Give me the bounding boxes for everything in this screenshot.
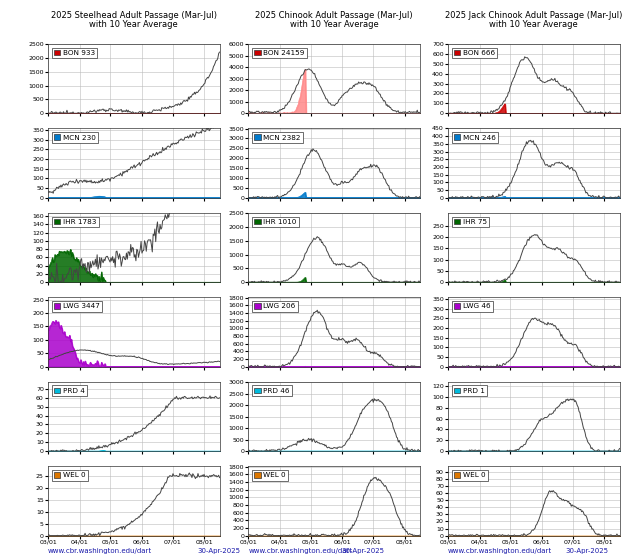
Legend: BON 933: BON 933	[52, 48, 97, 58]
Text: www.cbr.washington.edu/dart: www.cbr.washington.edu/dart	[448, 548, 552, 554]
Text: www.cbr.washington.edu/dart: www.cbr.washington.edu/dart	[48, 548, 152, 554]
Legend: BON 24159: BON 24159	[252, 48, 307, 58]
Legend: BON 666: BON 666	[452, 48, 497, 58]
Legend: IHR 1010: IHR 1010	[252, 217, 299, 227]
Legend: PRD 1: PRD 1	[452, 385, 487, 396]
Text: with 10 Year Average: with 10 Year Average	[90, 20, 178, 29]
Legend: WEL 0: WEL 0	[452, 470, 488, 480]
Legend: MCN 2382: MCN 2382	[252, 132, 303, 143]
Legend: WEL 0: WEL 0	[252, 470, 288, 480]
Text: 30-Apr-2025: 30-Apr-2025	[197, 548, 240, 554]
Legend: IHR 1783: IHR 1783	[52, 217, 99, 227]
Text: 2025 Chinook Adult Passage (Mar-Jul): 2025 Chinook Adult Passage (Mar-Jul)	[255, 11, 413, 20]
Legend: LWG 206: LWG 206	[252, 301, 298, 311]
Text: www.cbr.washington.edu/dart: www.cbr.washington.edu/dart	[248, 548, 353, 554]
Legend: MCN 230: MCN 230	[52, 132, 98, 143]
Legend: PRD 46: PRD 46	[252, 385, 292, 396]
Legend: PRD 4: PRD 4	[52, 385, 87, 396]
Text: 30-Apr-2025: 30-Apr-2025	[341, 548, 384, 554]
Text: 30-Apr-2025: 30-Apr-2025	[565, 548, 608, 554]
Text: 2025 Steelhead Adult Passage (Mar-Jul): 2025 Steelhead Adult Passage (Mar-Jul)	[51, 11, 217, 20]
Legend: LWG 3447: LWG 3447	[52, 301, 102, 311]
Legend: MCN 246: MCN 246	[452, 132, 498, 143]
Text: with 10 Year Average: with 10 Year Average	[290, 20, 378, 29]
Legend: WEL 0: WEL 0	[52, 470, 88, 480]
Legend: LWG 46: LWG 46	[452, 301, 493, 311]
Text: with 10 Year Average: with 10 Year Average	[490, 20, 578, 29]
Legend: IHR 75: IHR 75	[452, 217, 490, 227]
Text: 2025 Jack Chinook Adult Passage (Mar-Jul): 2025 Jack Chinook Adult Passage (Mar-Jul…	[445, 11, 623, 20]
